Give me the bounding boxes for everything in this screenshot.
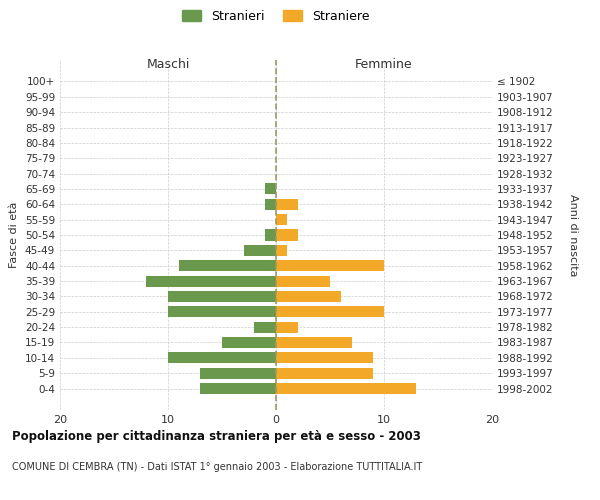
Text: Femmine: Femmine (355, 58, 413, 70)
Text: Maschi: Maschi (146, 58, 190, 70)
Bar (265, 230, 276, 240)
Bar (276, 368, 373, 378)
Bar (276, 245, 287, 256)
Bar (276, 306, 384, 318)
Bar (244, 245, 276, 256)
Bar (276, 291, 341, 302)
Text: COMUNE DI CEMBRA (TN) - Dati ISTAT 1° gennaio 2003 - Elaborazione TUTTITALIA.IT: COMUNE DI CEMBRA (TN) - Dati ISTAT 1° ge… (12, 462, 422, 472)
Legend: Stranieri, Straniere: Stranieri, Straniere (178, 5, 374, 28)
Bar (222, 337, 276, 348)
Bar (276, 199, 298, 210)
Bar (254, 322, 276, 332)
Bar (276, 276, 330, 286)
Bar (265, 199, 276, 210)
Bar (200, 383, 276, 394)
Bar (276, 230, 298, 240)
Bar (276, 383, 416, 394)
Bar (200, 368, 276, 378)
Bar (265, 184, 276, 194)
Bar (146, 276, 276, 286)
Bar (276, 337, 352, 348)
Bar (168, 291, 276, 302)
Text: Popolazione per cittadinanza straniera per età e sesso - 2003: Popolazione per cittadinanza straniera p… (12, 430, 421, 443)
Bar (168, 352, 276, 364)
Bar (168, 306, 276, 318)
Bar (276, 322, 298, 332)
Bar (179, 260, 276, 271)
Bar (276, 352, 373, 364)
Y-axis label: Fasce di età: Fasce di età (10, 202, 19, 268)
Bar (276, 214, 287, 225)
Y-axis label: Anni di nascita: Anni di nascita (568, 194, 577, 276)
Bar (276, 260, 384, 271)
